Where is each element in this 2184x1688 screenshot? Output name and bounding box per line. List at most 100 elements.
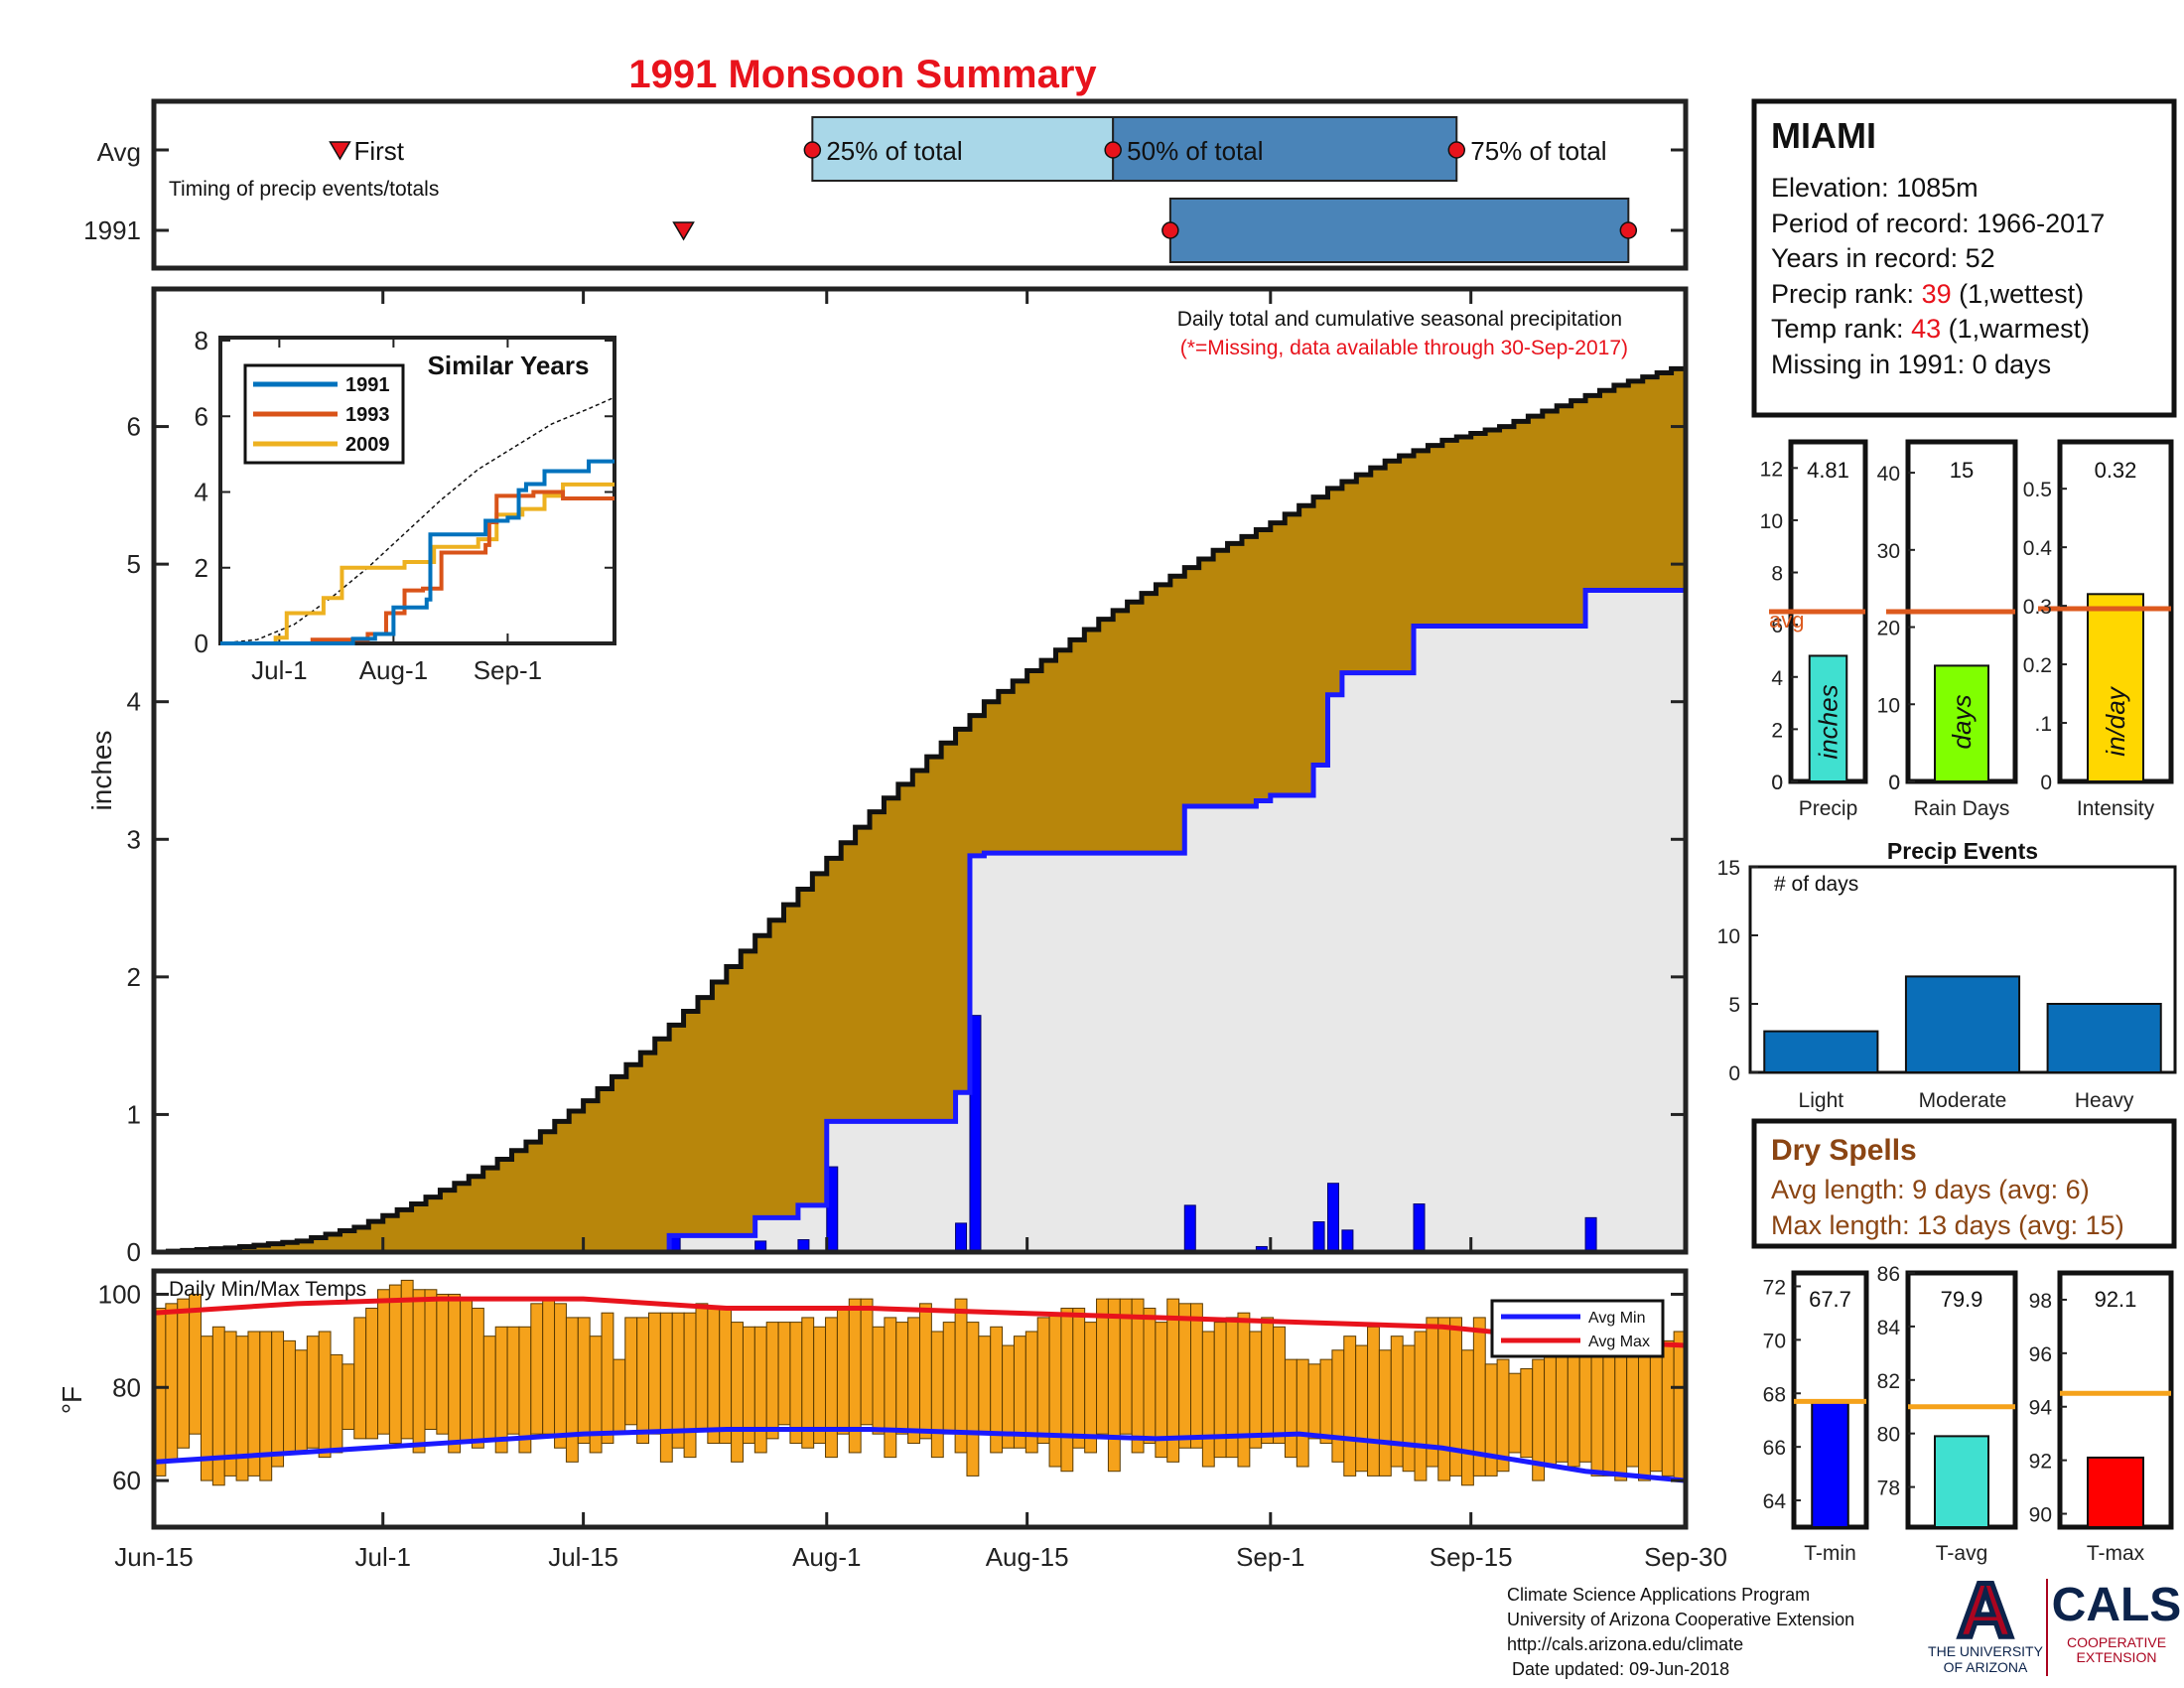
temp-summary-y-tick-label: 86 (1877, 1263, 1900, 1286)
daily-temp-bar (836, 1308, 850, 1435)
daily-temp-bar (895, 1322, 909, 1435)
precip-rank-prefix: Precip rank: (1771, 279, 1922, 309)
temp-summary-y-tick-label: 92 (2029, 1451, 2052, 1474)
daily-temp-bar (1661, 1339, 1675, 1477)
temp-summary-y-tick-label: 78 (1877, 1477, 1900, 1500)
temp-summary-y-tick-label: 68 (1763, 1383, 1786, 1406)
avg-min-line (153, 1426, 1687, 1483)
x-tick-label: Jun-15 (114, 1542, 194, 1572)
daily-temp-bar (1084, 1322, 1098, 1454)
daily-temp-bar (1555, 1344, 1569, 1463)
year-cumulative-area (154, 590, 1686, 1252)
daily-temp-bar (1060, 1308, 1074, 1473)
daily-temp-bar (659, 1312, 673, 1463)
y-axis-label: inches (86, 731, 117, 811)
daily-temp-bar (494, 1326, 508, 1454)
daily-temp-bar (294, 1349, 308, 1454)
daily-temp-bar (1578, 1349, 1592, 1463)
inset-title: Similar Years (428, 351, 590, 380)
temp-summary-y-tick-label: 66 (1763, 1437, 1786, 1460)
daily-temp-bar (1096, 1298, 1109, 1435)
daily-temp-bar (1319, 1358, 1333, 1445)
daily-temp-bar (1508, 1372, 1522, 1454)
total-value-label: 4.81 (1807, 458, 1849, 483)
events-y-tick-label: 15 (1717, 857, 1740, 880)
total-y-tick-label: 12 (1760, 458, 1783, 481)
daily-temp-bar (1390, 1336, 1404, 1468)
year-75-marker (1619, 221, 1638, 239)
daily-temp-bar (1237, 1312, 1251, 1468)
x-tick-label: Aug-15 (986, 1542, 1069, 1572)
daily-temp-bar (1036, 1317, 1050, 1445)
temp-y-tick-label: 100 (98, 1279, 141, 1309)
events-y-tick-label: 5 (1728, 994, 1740, 1017)
daily-precip-bar (1341, 1229, 1354, 1253)
inset-x-tick-label: Sep-1 (474, 655, 542, 685)
y-tick-label: 3 (127, 824, 141, 854)
temp-legend-frame (1490, 1299, 1665, 1358)
temp-rank-value: 43 (1911, 314, 1941, 344)
temp-rank-prefix: Temp rank: (1771, 314, 1911, 344)
y-tick-label: 4 (127, 687, 141, 717)
daily-temp-bar (554, 1303, 567, 1449)
total-y-tick-label: 2 (1771, 719, 1783, 742)
avg-max-legend-label: Avg Max (1588, 1334, 1650, 1350)
x-tick-label: Sep-30 (1644, 1542, 1727, 1572)
daily-temp-bar (177, 1298, 191, 1449)
temp-y-tick-label: 60 (112, 1466, 141, 1495)
precip-events-bars: 0 5 10 15 Light Moderate Heavy (1717, 857, 2162, 1112)
avg-25-label: 25% of total (826, 136, 962, 166)
daily-temp-bar (1296, 1358, 1309, 1468)
temp-summary-bar-t-avg (1934, 1435, 1989, 1528)
daily-temp-bar (577, 1317, 591, 1445)
inset-series-2009 (220, 482, 614, 645)
daily-temp-bar (1048, 1312, 1062, 1468)
total-y-tick-label: 8 (1771, 563, 1783, 586)
total-y-tick-label: 0.5 (2023, 479, 2052, 501)
temp-panel-title: Daily Min/Max Temps (169, 1278, 366, 1301)
daily-temp-bar (1107, 1298, 1121, 1473)
daily-temp-bar (942, 1322, 956, 1435)
dry-spells-title: Dry Spells (1771, 1134, 1917, 1167)
daily-precip-bar (1312, 1221, 1325, 1253)
daily-temp-bar (471, 1308, 484, 1449)
daily-temp-bar (1649, 1339, 1663, 1473)
total-y-tick-label: 10 (1760, 510, 1783, 533)
daily-precip-bar (1326, 1183, 1339, 1253)
daily-temp-bar (565, 1317, 579, 1463)
temp-summary-y-tick-label: 90 (2029, 1504, 2052, 1527)
daily-temp-bar (907, 1317, 921, 1445)
events-y-tick-label: 0 (1728, 1062, 1740, 1085)
inset-y-tick-label: 0 (195, 629, 208, 658)
daily-temp-bar (1261, 1317, 1275, 1445)
daily-temp-bar (671, 1312, 685, 1449)
daily-precip-bar (955, 1222, 968, 1253)
daily-temp-bar (1496, 1358, 1510, 1473)
total-y-tick-label: 0.2 (2023, 654, 2052, 677)
daily-temp-bar (1355, 1344, 1369, 1473)
precip-events-panel: Precip Events # of days 0 5 10 15 Light Moder… (1717, 838, 2177, 1112)
temp-plot: 60 80 100 (98, 1279, 1688, 1527)
daily-temp-bar (306, 1336, 320, 1449)
precip-events-ylabel: # of days (1774, 873, 1858, 896)
daily-temp-bar (448, 1293, 462, 1454)
total-unit-label: inches (1814, 684, 1843, 759)
timing-panel: Avg 1991 Timing of precip events/totals … (83, 98, 1964, 271)
daily-temp-bar (765, 1322, 779, 1440)
daily-temp-bar (1143, 1308, 1157, 1445)
daily-temp-bar (860, 1298, 874, 1426)
avg-75-label: 75% of total (1470, 136, 1606, 166)
daily-temp-bar (318, 1331, 332, 1459)
daily-temp-bar (1131, 1298, 1145, 1454)
avg-50-75-box (1112, 116, 1458, 182)
daily-temp-bar (271, 1331, 285, 1468)
temp-summary-bar-t-max (2087, 1456, 2144, 1529)
inset-y-tick-label: 2 (195, 553, 208, 583)
daily-temp-bar (1072, 1308, 1086, 1449)
daily-temp-bar (1284, 1358, 1297, 1459)
temp-summary-value-label: 92.1 (2095, 1287, 2137, 1312)
total-y-tick-label: 0 (1771, 772, 1783, 794)
temp-summary-label: T-max (2087, 1542, 2145, 1565)
station-temp-rank: Temp rank: 43 (1,warmest) (1771, 314, 2090, 344)
